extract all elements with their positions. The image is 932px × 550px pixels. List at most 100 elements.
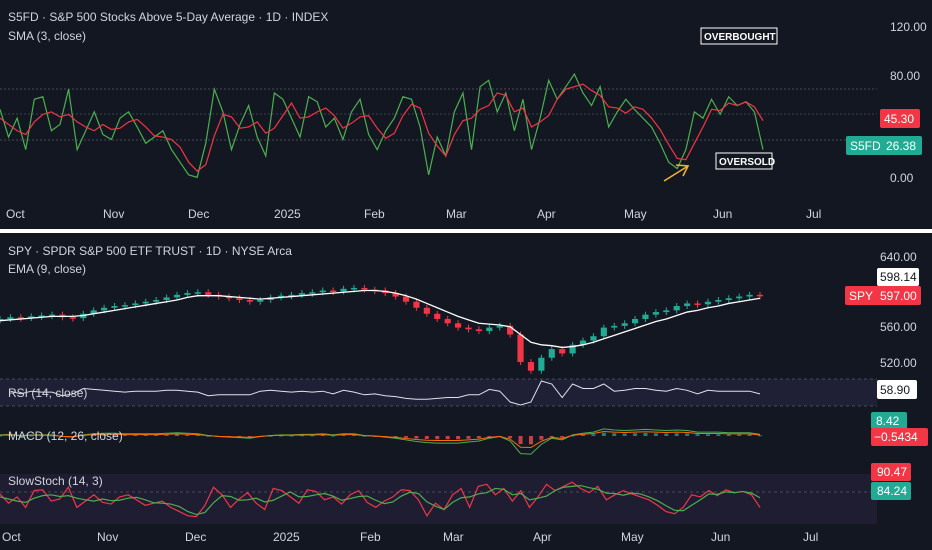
macd-histogram-bar: [289, 435, 294, 437]
candle-body: [184, 293, 191, 295]
stoch-label: SlowStoch (14, 3): [8, 474, 103, 488]
macd-group: [0, 428, 762, 455]
macd-histogram-bar: [143, 435, 148, 436]
macd-histogram-bar: [539, 436, 544, 440]
macd-histogram-bar: [237, 436, 242, 437]
candle-body: [507, 325, 514, 335]
series-line-s5fd: [0, 72, 764, 179]
candle-body: [38, 315, 45, 318]
candle-body: [28, 316, 35, 319]
macd-histogram-bar: [508, 436, 513, 439]
macd-histogram-bar: [633, 433, 638, 436]
macd-tag-b: −0.5434: [874, 430, 918, 444]
bottom-panel: SPY · SPDR S&P 500 ETF TRUST · 1D · NYSE…: [0, 244, 928, 544]
candle-body: [694, 303, 701, 305]
candle-body: [455, 323, 462, 328]
top-xtick: Dec: [188, 207, 209, 221]
macd-histogram-bar: [351, 435, 356, 436]
macd-histogram-bar: [393, 436, 398, 437]
candle-body: [715, 300, 722, 302]
candle-body: [309, 292, 316, 294]
stoch-k-line: [0, 481, 761, 518]
top-panel: S5FD · S&P 500 Stocks Above 5-Day Averag…: [0, 10, 927, 221]
macd-histogram-bar: [528, 436, 533, 445]
ema-tag-bg: [877, 268, 919, 286]
candle-body: [631, 318, 639, 324]
candle-body: [319, 290, 326, 293]
macd-histogram-bar: [716, 434, 721, 436]
top-xtick: Mar: [446, 207, 467, 221]
candle-body: [90, 310, 97, 314]
macd-histogram-bar: [674, 433, 679, 436]
macd-histogram-bar: [560, 436, 565, 438]
candle-body: [257, 300, 264, 302]
macd-histogram-bar: [341, 435, 346, 436]
macd-histogram-bar: [154, 435, 159, 436]
stoch-band: [0, 474, 877, 524]
candle-body: [621, 323, 628, 326]
spy-tag-value: 597.00: [880, 289, 917, 303]
bottom-xtick: Mar: [443, 530, 464, 544]
macd-histogram-bar: [279, 435, 284, 437]
bottom-xtick: Nov: [97, 530, 118, 544]
ema-tag: 598.14: [880, 270, 917, 284]
oversold-annotation: OVERSOLD: [719, 157, 775, 168]
top-xtick: Feb: [364, 207, 385, 221]
macd-histogram-bar: [424, 436, 429, 439]
macd-histogram-bar: [112, 434, 117, 436]
candles-group: [0, 284, 764, 374]
candle-body: [101, 307, 108, 311]
candle-body: [173, 294, 181, 298]
candle-body: [48, 314, 56, 317]
top-symbol-tag-symbol: S5FD: [850, 139, 881, 153]
macd-histogram-bar: [653, 433, 658, 436]
candle-body: [673, 306, 680, 311]
top-xtick: Nov: [103, 207, 124, 221]
top-ytick-0: 0.00: [890, 171, 914, 185]
candle-body: [194, 292, 201, 294]
candle-body: [590, 336, 597, 341]
top-xtick: 2025: [274, 207, 301, 221]
candle-body: [340, 288, 347, 292]
macd-histogram-bar: [133, 435, 138, 436]
bottom-ytick-520: 520.00: [880, 356, 917, 370]
top-series-group: [0, 72, 764, 179]
candle-body: [236, 298, 243, 300]
rsi-band: [0, 379, 877, 406]
candle-body: [423, 307, 430, 314]
macd-histogram-bar: [747, 434, 752, 436]
macd-histogram-bar: [601, 432, 606, 436]
candle-body: [7, 317, 14, 319]
stoch-tag-d: 84.24: [877, 484, 907, 498]
top-title: S5FD · S&P 500 Stocks Above 5-Day Averag…: [8, 10, 328, 24]
candle-body: [142, 301, 149, 304]
candle-body: [132, 303, 139, 306]
candle-body: [527, 362, 535, 371]
candle-body: [153, 300, 160, 302]
macd-histogram-bar: [362, 435, 367, 437]
candle-body: [756, 294, 764, 297]
candle-body: [725, 298, 732, 300]
bottom-xtick: Apr: [533, 530, 552, 544]
top-ytick-120: 120.00: [890, 20, 927, 34]
macd-histogram-bar: [164, 434, 169, 436]
candle-body: [225, 296, 233, 299]
top-xtick: Jul: [806, 207, 821, 221]
candle-body: [496, 325, 503, 328]
top-ytick-80: 80.00: [890, 69, 920, 83]
macd-histogram-bar: [466, 436, 471, 439]
spy-tag-bg: [845, 286, 921, 305]
macd-histogram-bar: [206, 435, 211, 437]
bottom-xaxis: Oct Nov Dec 2025 Feb Mar Apr May Jun Jul: [2, 530, 818, 544]
bottom-xtick: Oct: [2, 530, 21, 544]
candle-body: [121, 305, 129, 307]
macd-histogram-bar: [195, 435, 200, 436]
top-xtick: May: [624, 207, 647, 221]
macd-histogram-bar: [549, 436, 554, 437]
bottom-xtick: Dec: [185, 530, 206, 544]
candle-body: [465, 327, 472, 330]
candle-body: [163, 297, 170, 300]
candle-body: [746, 294, 753, 297]
macd-histogram-bar: [18, 435, 23, 437]
